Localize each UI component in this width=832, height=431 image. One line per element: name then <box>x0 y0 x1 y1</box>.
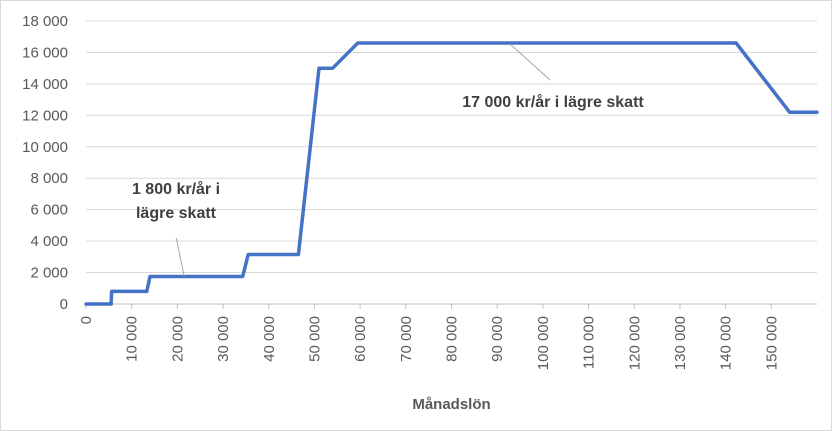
x-tick-label: 140 000 <box>718 316 735 370</box>
x-tick-label: 130 000 <box>672 316 689 370</box>
annotation-leader-1 <box>175 237 185 277</box>
y-tick-label: 6 000 <box>30 202 68 219</box>
x-tick-label: 150 000 <box>763 316 780 370</box>
y-tick-label: 8 000 <box>30 170 68 187</box>
y-tick-label: 18 000 <box>22 13 68 30</box>
annotation-leader-2 <box>509 43 551 81</box>
y-tick-label: 0 <box>60 296 68 313</box>
gridlines <box>86 20 817 305</box>
annotation-1-line-2: lägre skatt <box>136 205 217 222</box>
x-tick-label: 50 000 <box>306 316 323 362</box>
x-axis: 0 10 000 20 000 30 000 40 000 50 000 60 000 70 … <box>78 304 780 370</box>
y-tick-label: 14 000 <box>22 76 68 93</box>
y-tick-label: 2 000 <box>30 265 68 282</box>
x-tick-label: 120 000 <box>626 316 643 370</box>
y-tick-label: 4 000 <box>30 233 68 250</box>
x-tick-label: 40 000 <box>261 316 278 362</box>
x-tick-label: 0 <box>78 316 95 324</box>
x-tick-label: 90 000 <box>489 316 506 362</box>
annotation-1-line-1: 1 800 kr/år i <box>132 180 220 198</box>
y-tick-label: 16 000 <box>22 44 68 61</box>
x-axis-title: Månadslön <box>412 396 490 413</box>
y-axis: 0 2 000 4 000 6 000 8 000 10 000 12 000 14 000 1… <box>22 13 68 313</box>
x-tick-label: 100 000 <box>535 316 552 370</box>
x-tick-label: 10 000 <box>124 316 141 362</box>
x-tick-label: 60 000 <box>352 316 369 362</box>
series-line-0 <box>84 41 819 306</box>
y-tick-label: 12 000 <box>22 107 68 124</box>
y-tick-label: 10 000 <box>22 139 68 156</box>
annotation-2-line-1: 17 000 kr/år i lägre skatt <box>462 93 644 111</box>
x-tick-label: 110 000 <box>581 316 598 369</box>
x-tick-label: 70 000 <box>398 316 415 362</box>
x-tick-label: 80 000 <box>444 316 461 362</box>
x-tick-label: 30 000 <box>215 316 232 362</box>
x-tick-label: 20 000 <box>169 316 186 362</box>
annotations: 1 800 kr/år i lägre skatt 17 000 kr/år i… <box>132 43 644 277</box>
series-group <box>84 41 819 306</box>
